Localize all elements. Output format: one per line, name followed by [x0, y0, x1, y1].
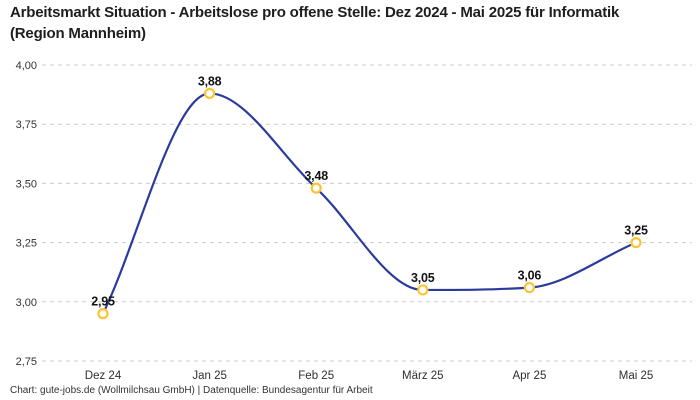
- data-point-label: 3,48: [304, 169, 328, 183]
- data-point-marker[interactable]: [310, 182, 322, 194]
- data-point-marker[interactable]: [204, 87, 216, 100]
- y-tick-label: 3,75: [16, 119, 37, 131]
- chart-title: Arbeitsmarkt Situation - Arbeitslose pro…: [10, 4, 620, 42]
- x-tick-label: Dez 24: [85, 370, 122, 382]
- y-tick-label: 4,00: [16, 60, 37, 72]
- x-tick-label: März 25: [402, 370, 444, 382]
- data-point-label: 2,95: [91, 295, 115, 309]
- data-point-marker[interactable]: [523, 281, 536, 294]
- data-point-marker[interactable]: [417, 284, 429, 296]
- x-tick-label: Jan 25: [192, 370, 227, 382]
- x-tick-label: Feb 25: [298, 370, 334, 382]
- y-tick-label: 3,25: [16, 238, 37, 250]
- data-point-label: 3,25: [624, 224, 648, 238]
- series-line: [101, 92, 638, 315]
- x-tick-label: Apr 25: [512, 370, 546, 382]
- y-tick-label: 3,50: [16, 178, 37, 190]
- y-tick-label: 3,00: [16, 297, 37, 309]
- y-tick-label: 2,75: [16, 356, 37, 368]
- data-point-marker[interactable]: [97, 308, 109, 320]
- data-point-marker[interactable]: [630, 237, 642, 249]
- data-point-label: 3,88: [198, 74, 222, 88]
- data-point-label: 3,06: [518, 269, 542, 283]
- data-point-label: 3,05: [411, 271, 435, 285]
- chart-attribution: Chart: gute-jobs.de (Wollmilchsau GmbH) …: [10, 385, 373, 396]
- x-tick-label: Mai 25: [619, 370, 654, 382]
